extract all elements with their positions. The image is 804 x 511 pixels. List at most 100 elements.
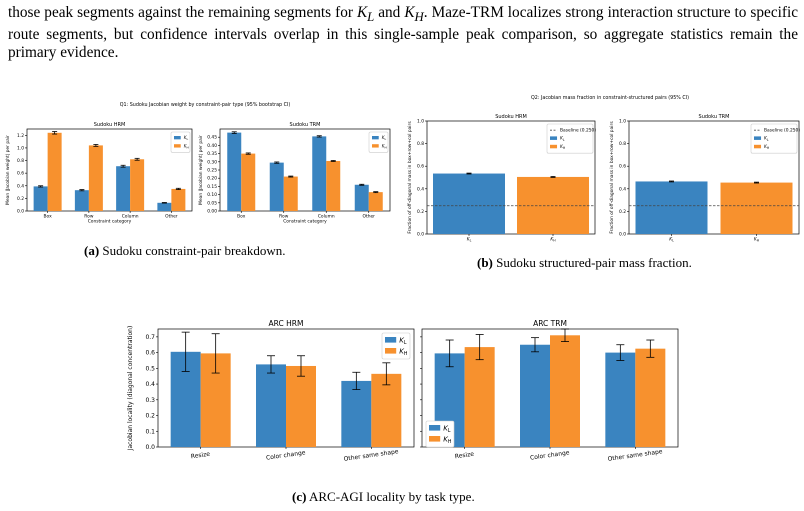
legend-label-kl: KL [560,136,565,142]
legend-swatch-kl [385,337,397,343]
legend-swatch-kh [174,144,181,148]
legend-swatch-kh [429,436,441,442]
bar-K_L-0 [635,181,708,234]
panel-0: Sudoku HRM 0.0 0.2 0.4 0.6 0.8 1.0 Fraction of … [407,114,596,243]
y-tick-label: 1.0 [619,119,626,125]
legend [750,123,798,154]
y-tick-label: 0.2 [619,209,626,215]
panel-1: Sudoku TRM 0.0 0.2 0.4 0.6 0.8 1.0 Fraction of … [609,114,800,243]
legend-label-kh: KH [184,143,189,149]
y-tick-label: 0.6 [619,164,626,170]
y-tick-label: 0.0 [17,209,24,215]
paragraph-text: . Maze-TRM localizes strong [423,4,604,21]
x-tick-label: Resize [454,451,474,461]
x-axis-label: Constraint category [283,218,327,224]
y-tick-label: 0.35 [207,151,217,157]
panel-title: ARC TRM [533,319,567,328]
panel-title: Sudoku TRM [290,122,321,128]
body-paragraph: those peak segments against the remainin… [8,4,798,62]
y-tick-label: 0.0 [417,232,424,238]
bar-K_H-1 [720,182,793,234]
legend-label-kh: KH [382,143,387,149]
y-tick-label: 1.0 [17,145,24,151]
legend-label-baseline: Baseline (0.250) [764,127,800,133]
bar-K_H-2 [130,159,145,211]
y-tick-label: 0.2 [145,413,155,420]
caption-a-text: Sudoku constraint-pair breakdown. [99,243,286,258]
caption-c-text: ARC-AGI locality by task type. [306,489,475,504]
y-tick-label: 0.4 [145,381,155,388]
legend-swatch-kl [429,425,441,431]
y-tick-label: 0.8 [17,158,24,164]
y-tick-label: 0.0 [619,232,626,238]
x-tick-label: Resize [190,451,210,461]
y-tick-label: 0.7 [145,334,155,341]
paragraph-text: interaction structure to specific route … [8,4,798,44]
paragraph-text: those peak segments against the remainin… [8,4,357,21]
legend-swatch-kh [385,348,397,354]
caption-b: (b) Sudoku structured-pair mass fraction… [477,255,692,271]
plot-frame [26,128,193,212]
y-tick-label: 0.6 [145,350,155,357]
y-tick-label: 0.4 [17,183,24,189]
math-sub-l: L [367,10,375,25]
y-tick-label: 0.05 [207,200,217,206]
caption-b-text: Sudoku structured-pair mass fraction. [492,255,692,270]
legend-swatch-kl [754,136,762,140]
legend-label-kl: KL [399,336,407,346]
bar-K_H-3 [368,192,383,211]
caption-c-label: (c) [292,489,307,504]
bar-K_L-1 [269,162,284,211]
figure-b-chart: Q2: Jacobian mass fraction in constraint… [407,95,800,243]
legend-swatch-kh [754,144,762,149]
plot-frame [426,120,596,235]
caption-a-label: (a) [84,243,100,258]
panel-title: Sudoku TRM [699,114,730,120]
y-tick-label: 0.10 [207,192,217,198]
figure-a-chart: Q1: Sudoku Jacobian weight by constraint… [5,102,391,224]
math-k: K [404,4,415,21]
y-tick-label: 0.40 [207,143,217,149]
x-tick-label: Color change [266,449,307,461]
bar-K_L-2 [116,166,131,211]
bar-K_L-0 [33,186,48,211]
paragraph-text: peak comparison, so aggregate statistics… [8,26,798,62]
caption-a: (a) Sudoku constraint-pair breakdown. [84,243,285,259]
panel-1: Sudoku TRM 0.00 0.05 0.10 0.15 0.20 0.25 0.30 0.… [198,122,391,224]
bar-K_H-0 [464,347,495,447]
y-tick-label: 0.15 [207,184,217,190]
bar-K_L-3 [354,184,369,211]
paragraph-text: and [374,4,405,21]
legend-swatch-kh [372,144,379,148]
legend-swatch-kl [174,136,181,140]
legend-swatch-kh [550,144,558,149]
y-tick-label: 0.3 [145,397,155,404]
y-tick-label: 0.4 [417,186,424,192]
panel-1: ARC TRM Resize Color change Other same shap… [420,319,679,463]
legend-label-kh: KH [443,435,452,445]
x-tick-label: Row [84,213,94,219]
x-tick-label: Other [363,213,376,219]
x-tick-label: KL [467,236,472,242]
bar-K_H-1 [283,176,298,211]
bar-K_L-2 [341,380,372,447]
panel-title: ARC HRM [269,319,304,328]
figure-suptitle: Q2: Jacobian mass fraction in constraint… [531,95,689,101]
x-tick-label: Other same shape [607,448,663,463]
x-axis-label: Constraint category [88,218,132,224]
caption-c: (c) ARC-AGI locality by task type. [292,489,475,505]
x-tick-label: Column [318,213,335,219]
caption-b-label: (b) [477,255,493,270]
bar-K_L-1 [520,344,550,447]
panel-title: Sudoku HRM [94,122,126,128]
bar-K_H-3 [171,188,186,211]
x-tick-label: KL [669,236,674,242]
y-tick-label: 0.00 [207,209,217,215]
x-tick-label: Row [279,213,289,219]
y-tick-label: 0.6 [417,164,424,170]
bar-K_L-1 [256,364,286,447]
y-axis-label: Fraction of off-diagonal mass in box+row… [407,121,413,234]
y-tick-label: 0.2 [417,209,424,215]
y-tick-label: 0.5 [145,365,155,372]
y-axis-label: Fraction of off-diagonal mass in box+row… [609,121,615,234]
